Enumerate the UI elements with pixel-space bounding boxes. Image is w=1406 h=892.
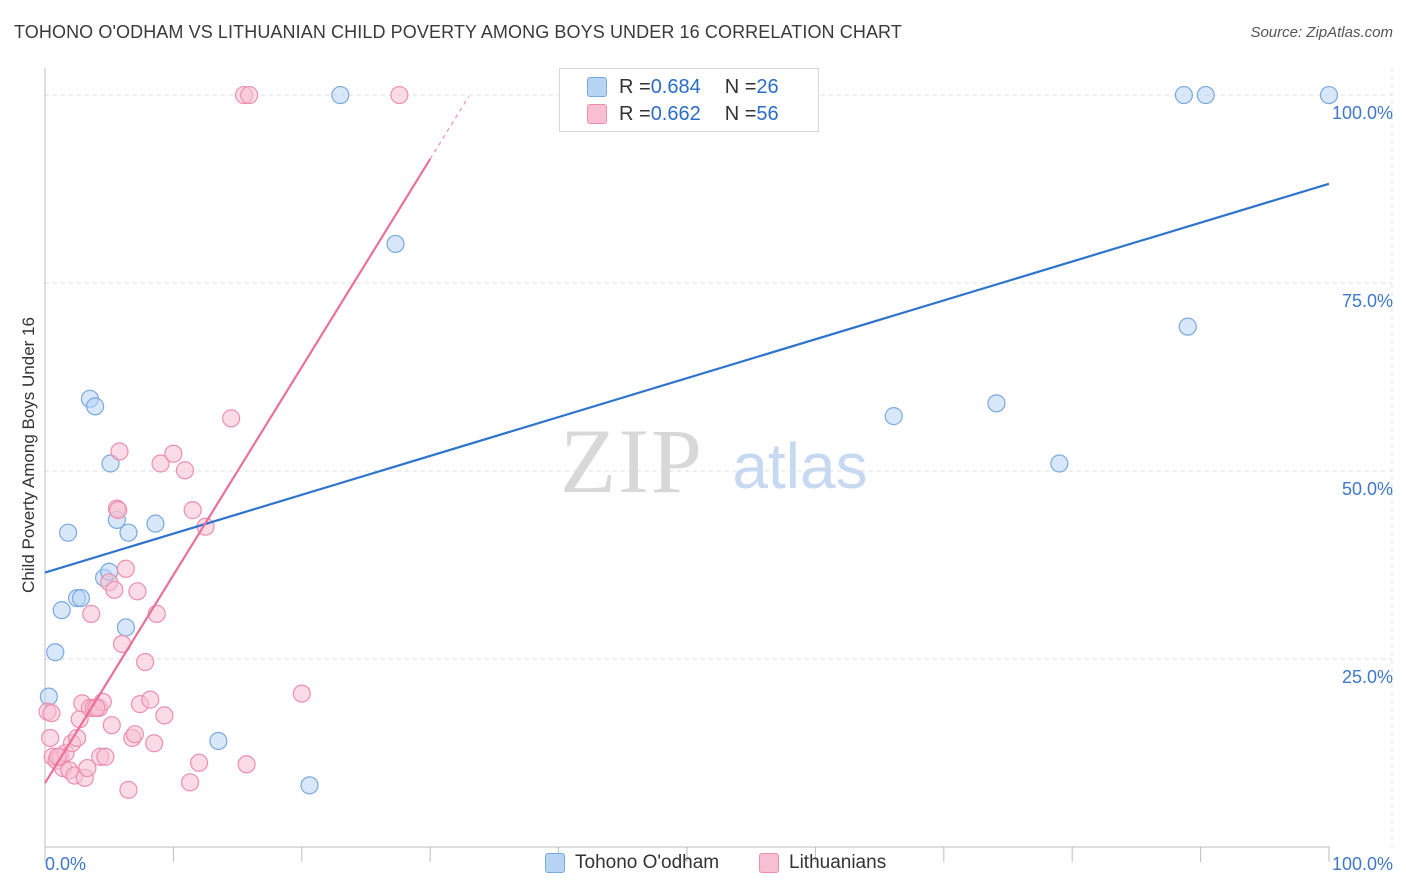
legend-r-label: R = bbox=[619, 102, 651, 125]
point-tohono bbox=[59, 523, 78, 542]
point-tohono bbox=[71, 589, 91, 608]
point-lithuanians bbox=[141, 690, 160, 709]
point-tohono bbox=[146, 514, 165, 533]
chart-title: TOHONO O'ODHAM VS LITHUANIAN CHILD POVER… bbox=[14, 22, 902, 42]
point-lithuanians bbox=[147, 604, 166, 623]
x-tick-label: 0.0% bbox=[45, 854, 86, 874]
point-lithuanians bbox=[110, 442, 129, 461]
point-tohono bbox=[1050, 454, 1069, 473]
legend-n-label: N = bbox=[724, 75, 757, 98]
point-lithuanians bbox=[145, 734, 164, 753]
point-tohono bbox=[1196, 85, 1215, 105]
point-tohono bbox=[987, 394, 1006, 413]
point-lithuanians bbox=[180, 773, 200, 792]
point-tohono bbox=[39, 687, 58, 706]
watermark: ZIP atlas bbox=[560, 410, 868, 512]
point-lithuanians bbox=[42, 704, 61, 723]
point-lithuanians bbox=[237, 755, 256, 774]
legend-r-label: R = bbox=[619, 75, 651, 98]
point-lithuanians bbox=[189, 753, 209, 772]
point-lithuanians bbox=[151, 454, 170, 473]
watermark-atlas: atlas bbox=[732, 430, 867, 502]
point-tohono bbox=[116, 618, 135, 637]
legend-n-label: N = bbox=[724, 102, 757, 125]
point-lithuanians bbox=[125, 725, 144, 744]
trendlines bbox=[44, 96, 1330, 784]
legend-r-value: 0.662 bbox=[650, 102, 701, 125]
point-lithuanians bbox=[116, 559, 135, 578]
chart-source: Source: ZipAtlas.com bbox=[1250, 24, 1393, 41]
point-lithuanians bbox=[183, 501, 202, 520]
y-tick-label: 50.0% bbox=[1342, 479, 1393, 499]
point-lithuanians bbox=[78, 758, 97, 778]
point-tohono bbox=[1174, 85, 1194, 105]
legend-n-value: 56 bbox=[756, 102, 779, 125]
legend-r-value: 0.684 bbox=[650, 75, 701, 98]
y-axis-label: Child Poverty Among Boys Under 16 bbox=[19, 317, 38, 593]
point-tohono bbox=[1178, 317, 1197, 336]
point-lithuanians bbox=[41, 728, 60, 748]
point-lithuanians bbox=[96, 747, 115, 766]
point-tohono bbox=[52, 601, 71, 620]
point-lithuanians bbox=[136, 652, 155, 672]
point-lithuanians bbox=[128, 582, 147, 601]
point-tohono bbox=[119, 523, 138, 542]
bottom-legend-tohono: Tohono O'odham bbox=[545, 852, 719, 874]
point-tohono bbox=[85, 397, 105, 416]
legend-swatch-pink bbox=[587, 104, 607, 124]
point-lithuanians bbox=[82, 604, 101, 623]
grid-lines bbox=[45, 68, 1393, 847]
point-lithuanians bbox=[105, 580, 124, 599]
x-tick-label: 100.0% bbox=[1332, 854, 1393, 874]
tick-labels: 25.0% 50.0% 75.0% 100.0% 0.0% 100.0% bbox=[45, 103, 1393, 874]
legend-swatch-blue bbox=[545, 853, 565, 873]
trendline-lithuanians-extension bbox=[429, 96, 470, 160]
point-lithuanians bbox=[222, 409, 241, 428]
point-lithuanians bbox=[175, 461, 195, 480]
trendline-lithuanians bbox=[44, 158, 432, 784]
legend-row-tohono: R = 0.684 N = 26 bbox=[587, 75, 779, 99]
point-lithuanians bbox=[164, 444, 183, 463]
legend-series-name: Lithuanians bbox=[789, 852, 887, 873]
point-tohono bbox=[101, 454, 120, 473]
point-tohono bbox=[300, 776, 319, 795]
point-lithuanians bbox=[109, 501, 128, 520]
point-tohono bbox=[46, 643, 65, 662]
data-points bbox=[38, 85, 1339, 799]
point-lithuanians bbox=[48, 747, 67, 766]
bottom-legend-lithuanians: Lithuanians bbox=[759, 852, 886, 874]
point-tohono bbox=[884, 407, 903, 426]
point-lithuanians bbox=[102, 716, 121, 735]
point-lithuanians bbox=[240, 85, 259, 105]
legend-swatch-blue bbox=[587, 77, 607, 97]
correlation-legend: R = 0.684 N = 26 R = 0.662 N = 56 bbox=[559, 68, 819, 132]
point-tohono bbox=[331, 85, 350, 105]
legend-row-lithuanians: R = 0.662 N = 56 bbox=[587, 102, 779, 126]
trendline-tohono bbox=[44, 182, 1330, 574]
point-lithuanians bbox=[292, 684, 311, 703]
y-tick-label: 100.0% bbox=[1332, 103, 1393, 123]
point-tohono bbox=[1319, 85, 1339, 105]
y-tick-label: 75.0% bbox=[1342, 291, 1393, 311]
point-lithuanians bbox=[119, 780, 138, 799]
point-lithuanians bbox=[155, 706, 174, 725]
legend-swatch-pink bbox=[759, 853, 779, 873]
point-tohono bbox=[386, 234, 405, 254]
point-lithuanians bbox=[390, 85, 409, 105]
legend-n-value: 26 bbox=[756, 75, 779, 98]
point-tohono bbox=[209, 731, 228, 751]
legend-series-name: Tohono O'odham bbox=[575, 852, 720, 873]
y-tick-label: 25.0% bbox=[1342, 667, 1393, 687]
watermark-zip: ZIP bbox=[560, 410, 704, 512]
